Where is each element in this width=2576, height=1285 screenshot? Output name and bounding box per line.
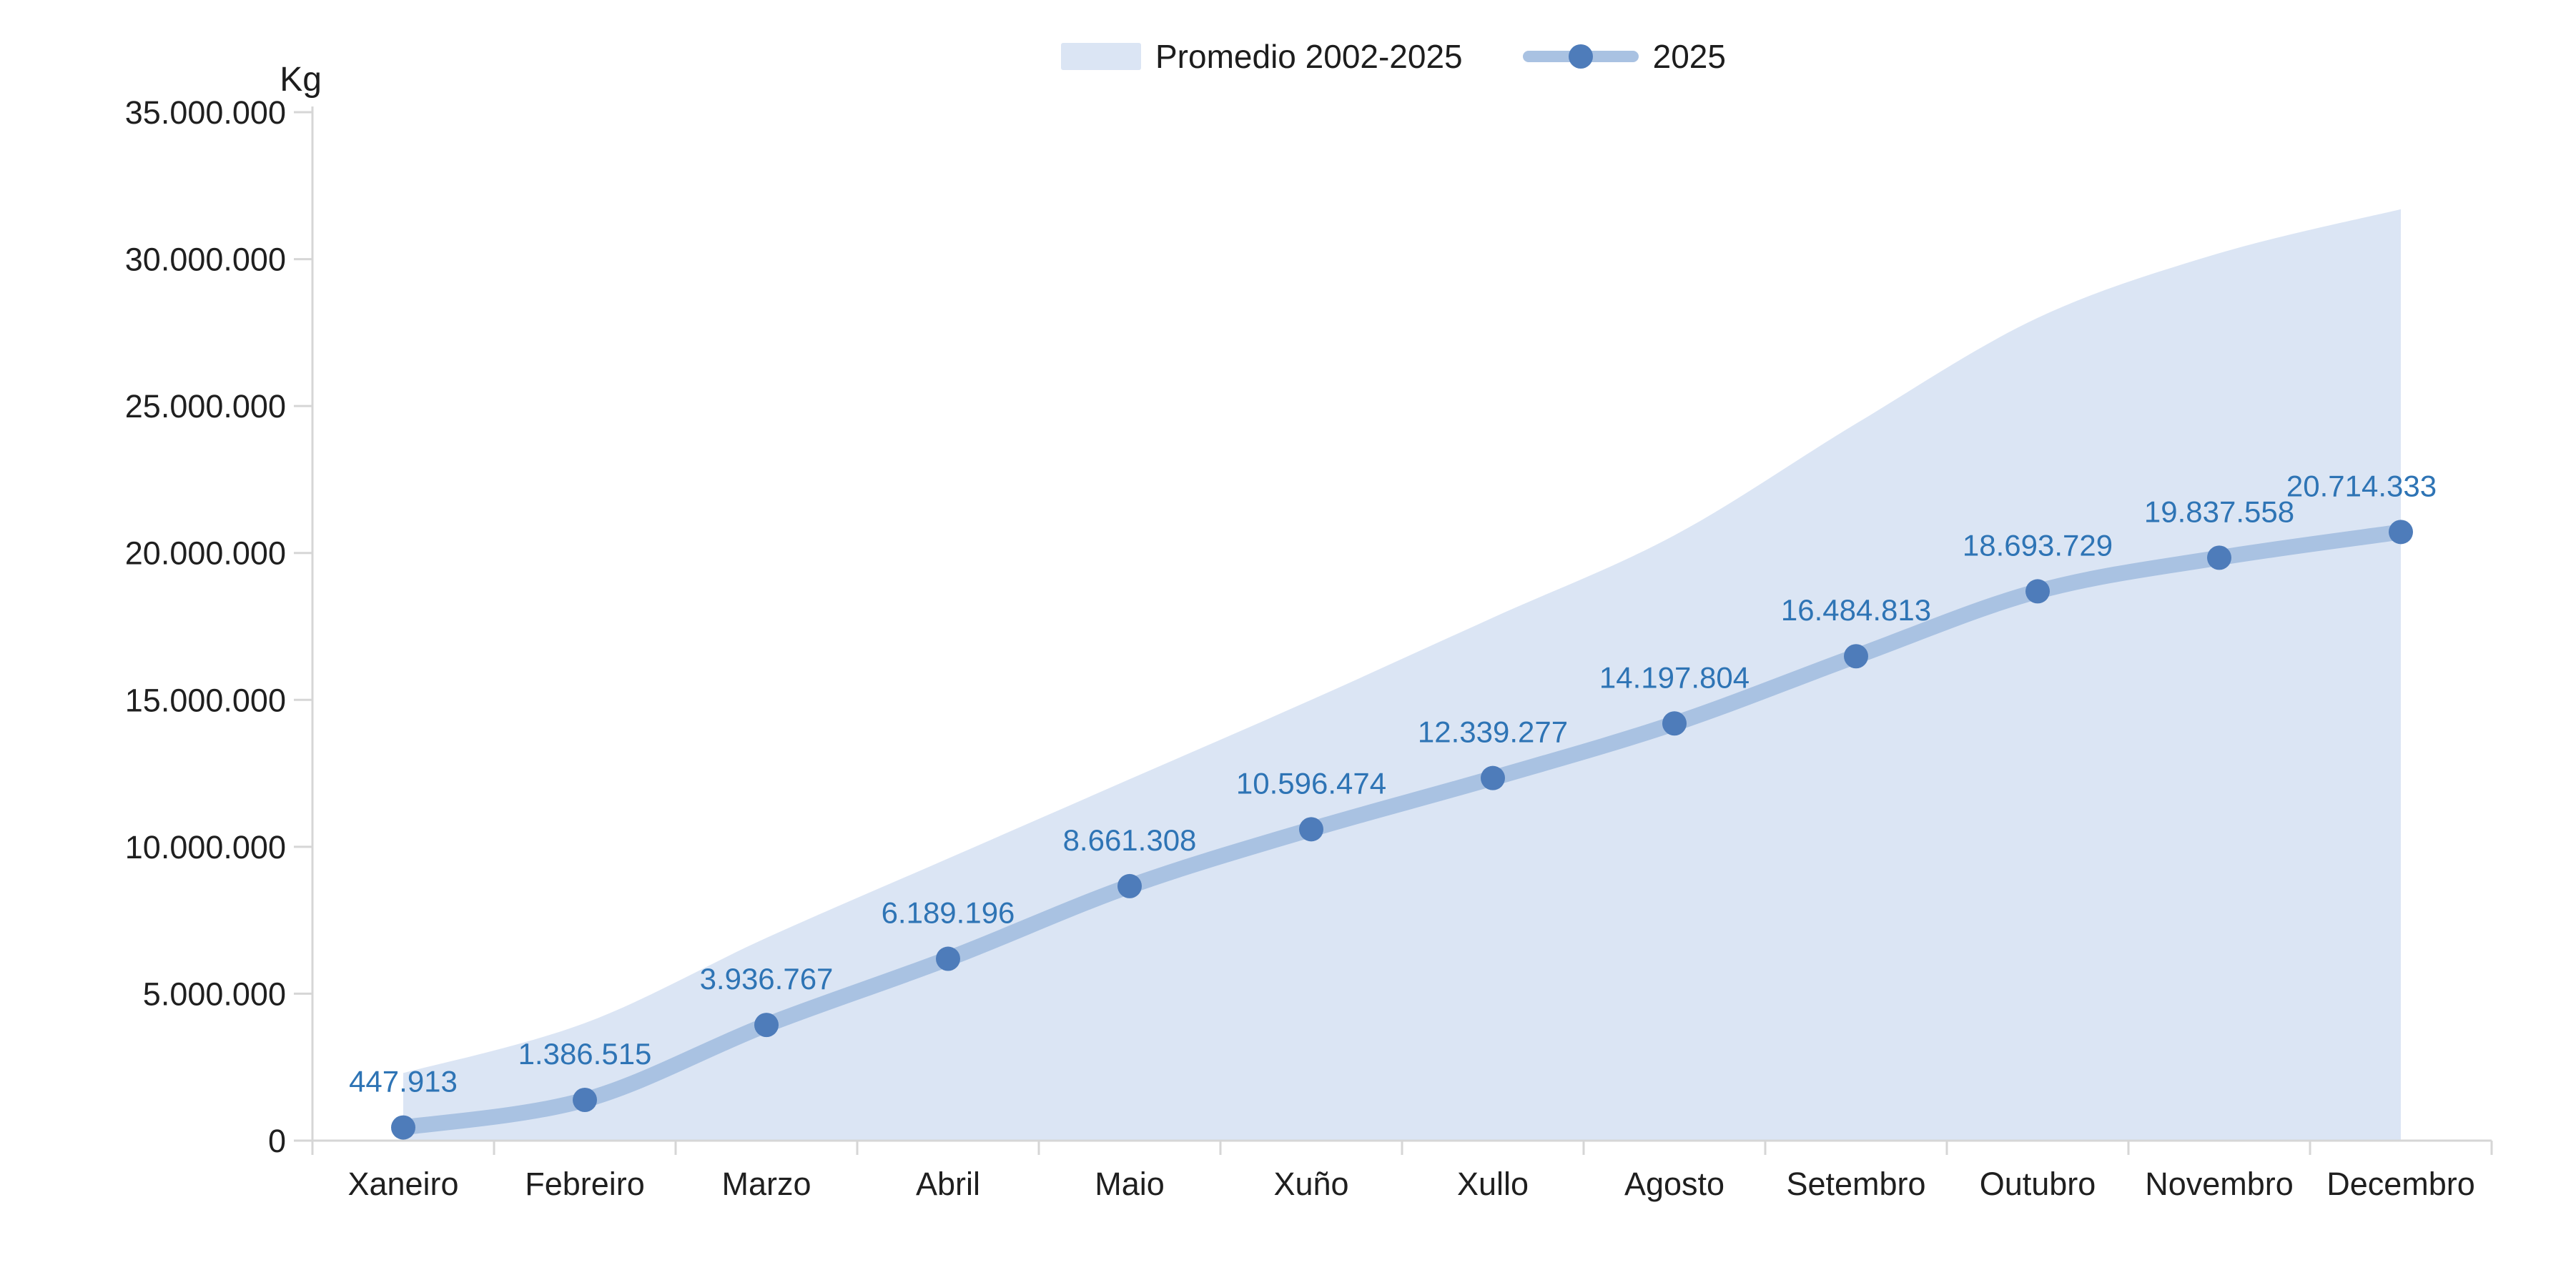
x-axis-category-label: Maio bbox=[1095, 1166, 1165, 1202]
y-axis-tick-label: 30.000.000 bbox=[125, 242, 286, 278]
data-point-marker bbox=[1299, 817, 1323, 842]
data-point-label: 12.339.277 bbox=[1418, 715, 1568, 749]
data-point-label: 447.913 bbox=[349, 1065, 458, 1098]
legend-marker-dot-icon bbox=[1568, 44, 1593, 69]
data-point-label: 16.484.813 bbox=[1781, 593, 1931, 627]
data-point-marker bbox=[1844, 644, 1868, 669]
data-point-marker bbox=[391, 1115, 415, 1140]
data-point-label: 1.386.515 bbox=[518, 1037, 652, 1071]
data-point-label: 6.189.196 bbox=[882, 896, 1015, 930]
data-point-label: 20.714.333 bbox=[2286, 469, 2437, 502]
y-axis-tick-label: 15.000.000 bbox=[125, 682, 286, 718]
data-point-marker bbox=[1481, 765, 1505, 790]
data-point-marker bbox=[1662, 711, 1687, 736]
line-swatch-icon bbox=[1522, 44, 1639, 69]
data-point-marker bbox=[2389, 520, 2413, 545]
y-axis-tick-label: 35.000.000 bbox=[125, 94, 286, 131]
x-axis-category-label: Xaneiro bbox=[347, 1166, 458, 1202]
data-point-marker bbox=[1117, 873, 1142, 898]
legend-label-promedio: Promedio 2002-2025 bbox=[1155, 38, 1463, 75]
area-swatch-icon bbox=[1061, 43, 1141, 70]
data-point-marker bbox=[936, 946, 960, 971]
x-axis-category-label: Marzo bbox=[721, 1166, 811, 1202]
data-point-label: 19.837.558 bbox=[2144, 495, 2294, 528]
data-point-marker bbox=[2207, 545, 2231, 570]
x-axis-category-label: Febreiro bbox=[525, 1166, 645, 1202]
average-area-series bbox=[403, 209, 2401, 1141]
x-axis-category-label: Xullo bbox=[1457, 1166, 1529, 1202]
y-axis-tick-label: 25.000.000 bbox=[125, 388, 286, 425]
x-axis-category-label: Setembro bbox=[1786, 1166, 1925, 1202]
x-axis-category-label: Agosto bbox=[1624, 1166, 1724, 1202]
chart-legend: Promedio 2002-2025 2025 bbox=[1061, 37, 1726, 76]
x-axis-category-label: Outubro bbox=[1980, 1166, 2096, 1202]
x-axis-category-label: Xuño bbox=[1273, 1166, 1348, 1202]
data-point-marker bbox=[754, 1013, 779, 1038]
y-axis-tick-label: 10.000.000 bbox=[125, 829, 286, 865]
x-axis-category-label: Novembro bbox=[2145, 1166, 2294, 1202]
y-axis-title: Kg bbox=[280, 61, 322, 99]
x-axis-category-label: Decembro bbox=[2326, 1166, 2475, 1202]
legend-item-2025: 2025 bbox=[1522, 37, 1726, 76]
data-point-label: 3.936.767 bbox=[700, 962, 834, 996]
y-axis-tick-label: 20.000.000 bbox=[125, 535, 286, 572]
legend-label-2025: 2025 bbox=[1652, 38, 1726, 75]
data-point-label: 14.197.804 bbox=[1599, 660, 1750, 694]
legend-item-promedio: Promedio 2002-2025 bbox=[1061, 37, 1463, 76]
line-series-2025 bbox=[395, 524, 2409, 1136]
y-axis-tick-label: 0 bbox=[268, 1123, 286, 1159]
data-point-marker bbox=[573, 1087, 597, 1112]
data-point-label: 18.693.729 bbox=[1963, 528, 2113, 562]
data-point-label: 8.661.308 bbox=[1063, 823, 1197, 857]
data-point-marker bbox=[2025, 579, 2050, 604]
x-axis-category-label: Abril bbox=[916, 1166, 980, 1202]
data-point-label: 10.596.474 bbox=[1236, 766, 1386, 800]
y-axis-tick-label: 5.000.000 bbox=[143, 976, 286, 1012]
